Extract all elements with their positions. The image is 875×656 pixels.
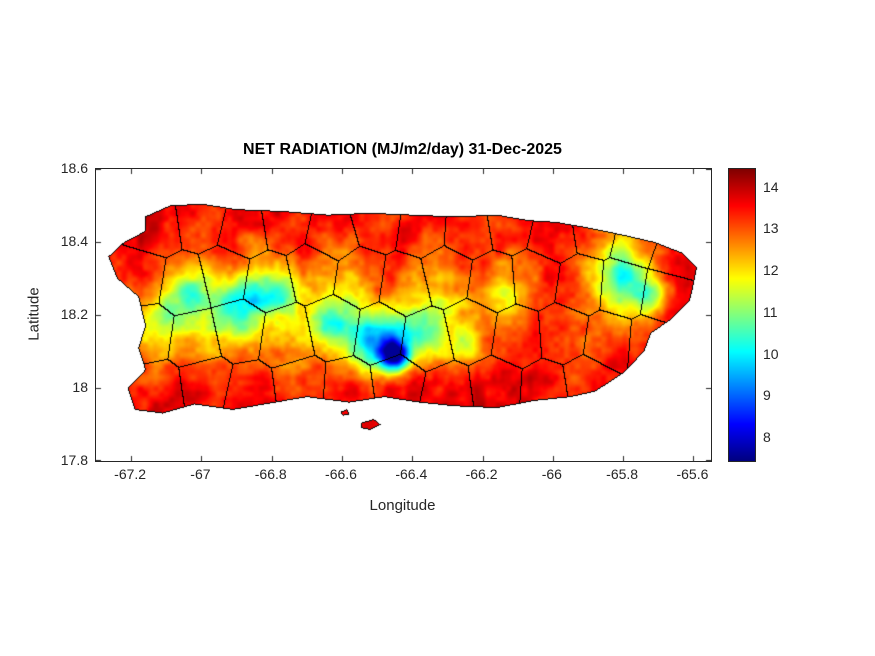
x-tick-label: -66.2 (465, 466, 498, 482)
plot-area (95, 168, 712, 462)
y-tick-label: 18.6 (60, 160, 88, 176)
y-tick-label: 17.8 (60, 452, 88, 468)
x-tick-label: -67 (190, 466, 211, 482)
y-axis-label: Latitude (25, 287, 43, 341)
x-tick-label: -66 (541, 466, 562, 482)
colorbar-tick-label: 10 (763, 345, 779, 362)
x-tick-label: -66.8 (254, 466, 287, 482)
colorbar-tick-label: 9 (763, 387, 771, 404)
chart-title: NET RADIATION (MJ/m2/day) 31-Dec-2025 (243, 141, 562, 158)
x-tick-label: -65.6 (676, 466, 709, 482)
x-tick-label: -66.6 (325, 466, 357, 482)
colorbar-tick-label: 12 (763, 262, 779, 279)
y-tick-label: 18.2 (60, 306, 88, 322)
colorbar (728, 168, 756, 462)
colorbar-tick-label: 11 (763, 303, 778, 320)
y-tick-label: 18 (72, 379, 88, 395)
x-tick-label: -66.4 (395, 466, 428, 482)
x-tick-label: -67.2 (114, 466, 147, 482)
y-tick-label: 18.4 (60, 233, 88, 249)
colorbar-tick-label: 8 (763, 429, 771, 446)
colorbar-tick-label: 14 (763, 178, 779, 195)
x-axis-label: Longitude (369, 497, 436, 514)
colorbar-canvas (729, 169, 755, 461)
x-tick-label: -65.8 (606, 466, 639, 482)
colorbar-tick-label: 13 (763, 220, 779, 237)
heatmap-canvas (96, 169, 711, 461)
